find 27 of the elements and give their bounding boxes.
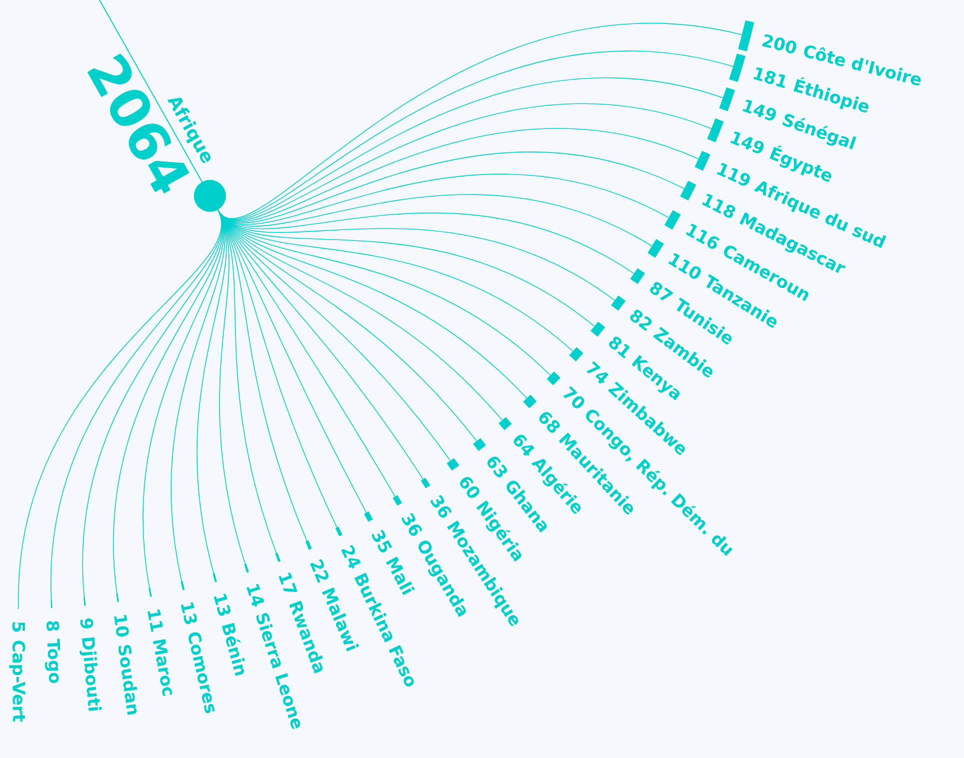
data-label: 13	[176, 600, 200, 628]
data-label: 36	[425, 492, 456, 523]
data-label: 9	[75, 616, 96, 631]
category-label: Cap-Vert	[8, 640, 28, 722]
data-label: 36	[396, 510, 426, 541]
data-label: 22	[304, 556, 333, 586]
data-label: 14	[241, 581, 268, 610]
data-label: 119	[713, 159, 754, 192]
data-label: 13	[208, 591, 234, 620]
data-label: 24	[336, 542, 364, 573]
category-label: Togo	[42, 638, 64, 684]
data-label: 74	[581, 358, 612, 390]
data-label: 35	[366, 526, 396, 558]
data-label: 149	[726, 128, 768, 160]
data-label: 8	[41, 620, 62, 632]
data-label: 10	[108, 612, 132, 639]
data-label: 5	[8, 620, 28, 633]
data-label: 17	[273, 570, 300, 599]
data-label: 11	[142, 606, 166, 634]
data-label: 64	[508, 430, 538, 462]
data-label: 200	[760, 31, 800, 60]
data-label: 181	[750, 64, 790, 94]
data-label: 149	[739, 96, 780, 127]
category-label: Maroc	[148, 637, 178, 698]
data-label: 82	[624, 306, 656, 336]
category-label: Djibouti	[76, 636, 104, 713]
category-label: Soudan	[113, 643, 143, 717]
